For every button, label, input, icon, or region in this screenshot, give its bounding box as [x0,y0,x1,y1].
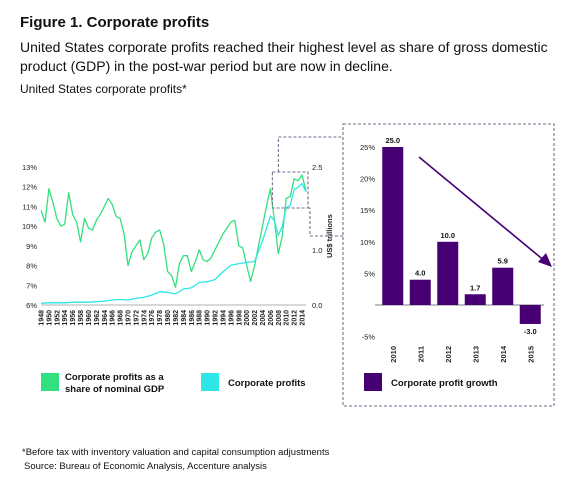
bar-2011 [409,279,431,305]
legend-swatch-growth [364,373,382,391]
bar-panel-frame [342,123,555,407]
bar-category-label: 2012 [444,346,453,363]
bar-2015 [519,305,541,324]
y-left-tick-label: 12% [22,183,37,192]
x-tick-label: 1986 [189,310,196,326]
bar-value-label: -3.0 [524,327,537,336]
bar-y-tick-label: 20% [360,175,375,184]
x-tick-label: 1956 [70,310,77,326]
bar-value-label: 5.9 [498,257,508,266]
x-tick-label: 2006 [268,310,275,326]
x-tick-label: 1982 [173,310,180,326]
x-tick-label: 1958 [78,310,85,326]
bar-value-label: 10.0 [440,231,455,240]
y-right-tick-label: 1.0 [312,246,322,255]
x-tick-label: 2002 [252,310,259,326]
y-left-tick-label: 7% [26,281,37,290]
x-tick-label: 2004 [260,310,267,326]
bar-category-label: 2015 [526,346,535,363]
x-tick-label: 1974 [141,310,148,326]
y-left-tick-label: 9% [26,242,37,251]
x-tick-label: 1976 [149,310,156,326]
bar-category-label: 2014 [499,345,508,363]
bar-2014 [492,267,514,305]
bar-y-tick-label: 25% [360,143,375,152]
bar-y-tick-label: -5% [362,333,376,342]
x-tick-label: 1994 [220,310,227,326]
bar-value-label: 4.0 [415,269,425,278]
y-left-tick-label: 13% [22,163,37,172]
zoom-callout-box [271,171,309,209]
bar-value-label: 1.7 [470,283,480,292]
x-tick-label: 1954 [62,310,69,326]
x-tick-label: 2012 [292,310,299,326]
x-tick-label: 1970 [126,310,133,326]
bar-category-label: 2013 [471,346,480,363]
series-line-profits [40,182,307,304]
legend-swatch-profits [201,373,219,391]
x-tick-label: 1980 [165,310,172,326]
x-tick-label: 1952 [54,310,61,326]
series-line-share [40,174,307,288]
trend-arrow-head [538,253,552,267]
x-tick-label: 1990 [205,310,212,326]
x-tick-label: 1968 [118,310,125,326]
source-note: Source: Bureau of Economic Analysis, Acc… [24,461,267,472]
y-right-tick-label: 2.5 [312,163,322,172]
zoom-connector-top [277,136,343,172]
trend-arrow-shaft [418,156,547,263]
x-tick-label: 1962 [94,310,101,326]
x-tick-label: 1948 [39,310,46,326]
figure-title: Figure 1. Corporate profits [20,14,210,31]
bar-2013 [464,294,486,305]
x-tick-label: 1978 [157,310,164,326]
x-tick-label: 1972 [133,310,140,326]
x-tick-label: 2000 [244,310,251,326]
bar-y-tick-label: 10% [360,238,375,247]
x-tick-label: 2008 [276,310,283,326]
bar-2012 [437,241,459,305]
x-tick-label: 1996 [228,310,235,326]
x-tick-label: 1998 [236,310,243,326]
x-tick-label: 1966 [110,310,117,326]
x-tick-label: 1950 [46,310,53,326]
x-tick-label: 1964 [102,310,109,326]
y-right-tick-label: 0.0 [312,301,322,310]
y-right-axis-label: US$ trillions [325,214,334,258]
figure-subtitle: United States corporate profits reached … [20,39,548,74]
bar-category-label: 2010 [389,346,398,363]
y-left-tick-label: 11% [23,202,38,211]
x-tick-label: 1984 [181,310,188,326]
bar-value-label: 25.0 [385,136,400,145]
legend-label-share: Corporate profits as a share of nominal … [65,372,165,395]
bar-category-label: 2011 [416,346,425,362]
x-tick-label: 1988 [197,310,204,326]
y-left-tick-label: 10% [22,222,37,231]
footnote: *Before tax with inventory valuation and… [22,447,330,458]
x-tick-label: 2010 [284,310,291,326]
bar-y-tick-label: 15% [360,206,375,215]
legend-label-profits: Corporate profits [228,378,306,389]
zoom-connector-bottom [307,207,343,237]
legend-swatch-share [41,373,59,391]
bar-y-tick-label: 5% [364,269,375,278]
x-tick-label: 1992 [213,310,220,326]
y-left-tick-label: 6% [26,301,37,310]
legend-label-growth: Corporate profit growth [391,378,498,389]
x-tick-label: 1960 [86,310,93,326]
y-left-tick-label: 8% [26,262,37,271]
x-tick-label: 2014 [300,310,307,326]
chart-title: United States corporate profits* [20,82,187,96]
bar-2010 [382,147,404,305]
